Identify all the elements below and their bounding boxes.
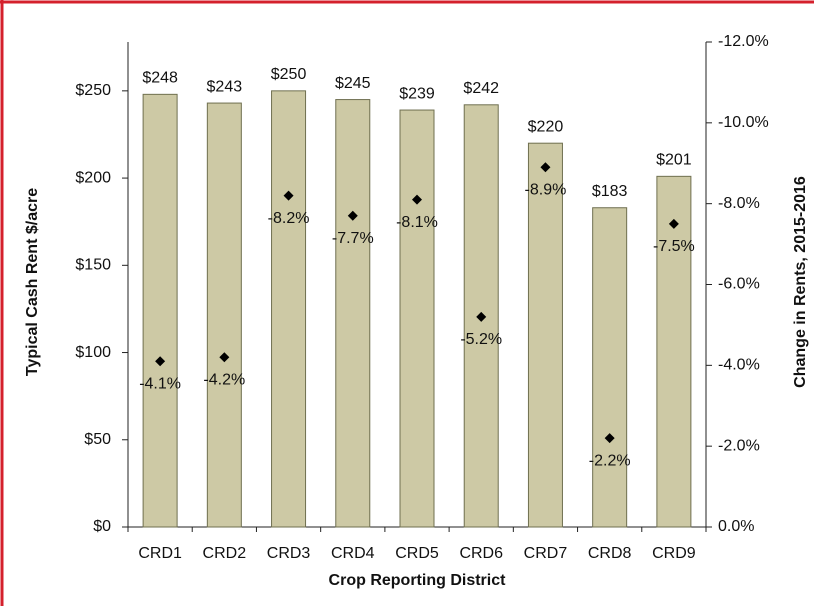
x-tick-label: CRD9 [652,545,696,562]
bar-value-label: $201 [656,152,692,169]
x-tick-label: CRD2 [203,545,247,562]
y-tick-label: $0 [93,518,111,535]
y-tick-label: $150 [75,257,111,274]
point-value-label: -4.1% [139,376,181,393]
y-tick-label: $100 [75,344,111,361]
point-value-label: -8.9% [525,182,567,199]
point-value-label: -4.2% [203,371,245,388]
y2-tick-label: -6.0% [718,276,760,293]
x-axis-title: Crop Reporting District [329,572,507,589]
point-marker [476,311,487,322]
point-value-label: -7.7% [332,230,374,247]
y2-tick-label: 0.0% [718,518,754,535]
y-tick-label: $50 [84,431,111,448]
point-value-label: -5.2% [460,331,502,348]
x-tick-label: CRD8 [588,545,632,562]
bar [142,93,178,528]
y2-tick-label: -12.0% [718,33,769,50]
x-tick-label: CRD1 [138,545,182,562]
bar [271,90,307,528]
point-value-label: -8.2% [268,210,310,227]
point-value-label: -8.1% [396,214,438,231]
x-tick-label: CRD3 [267,545,311,562]
point-marker [412,194,422,205]
y2-tick-label: -4.0% [718,357,760,374]
bar-value-label: $220 [528,118,564,135]
bar [592,207,628,528]
bar [527,142,563,528]
bar-value-label: $245 [335,75,371,92]
y-tick-label: $250 [75,82,111,99]
bar [206,102,242,528]
bar-value-label: $248 [142,70,178,87]
x-tick-label: CRD7 [524,545,568,562]
y2-tick-label: -2.0% [718,437,760,454]
point-marker [540,162,551,173]
point-marker [155,356,166,367]
x-tick-label: CRD4 [331,545,375,562]
point-marker [219,352,230,363]
point-marker [283,190,294,201]
bar-value-label: $242 [463,80,499,97]
bar-value-label: $183 [592,183,628,200]
bar [656,175,692,528]
y2-axis-title: Change in Rents, 2015-2016 [792,176,809,388]
x-tick-label: CRD6 [459,545,503,562]
point-marker [668,218,679,229]
bar-value-label: $239 [399,85,435,102]
y2-tick-label: -8.0% [718,195,760,212]
bar [335,99,371,528]
point-marker [347,210,358,221]
bar-value-label: $250 [271,66,307,83]
point-value-label: -7.5% [653,238,695,255]
y2-tick-label: -10.0% [718,114,769,131]
x-tick-label: CRD5 [395,545,439,562]
point-marker [604,433,615,444]
y-tick-label: $200 [75,169,111,186]
bar-value-label: $243 [207,78,243,95]
point-value-label: -2.2% [589,452,631,469]
bar [399,109,435,528]
y-axis-title: Typical Cash Rent $/acre [24,188,41,376]
